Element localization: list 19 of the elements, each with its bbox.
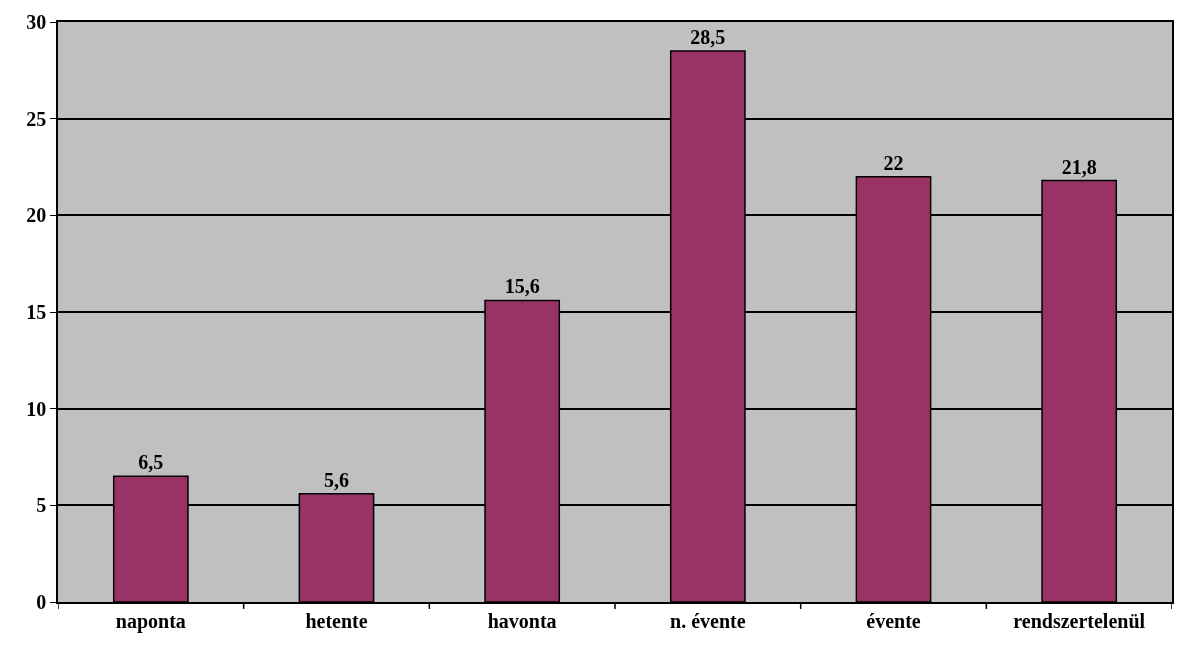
y-tick-label: 20 [26,204,47,227]
data-label: 5,6 [324,468,349,491]
y-tick-label: 25 [26,107,47,130]
x-tick-label: havonta [487,609,557,632]
y-tick-label: 30 [26,11,47,33]
x-tick-label: n. évente [670,609,746,632]
data-label: 15,6 [504,275,540,298]
data-label: 6,5 [138,451,164,474]
data-label: 21,8 [1061,155,1097,178]
y-tick-label: 10 [26,397,47,420]
x-tick-label: évente [866,609,921,632]
x-tick-label: rendszertelenül [1013,609,1146,632]
data-label: 22 [883,151,904,174]
y-tick-label: 15 [26,301,47,323]
x-tick-label: naponta [115,609,186,633]
data-label: 28,5 [690,26,726,48]
y-tick-label: 0 [36,591,47,613]
x-tick-label: hetente [305,609,368,632]
y-tick-label: 5 [36,494,47,517]
